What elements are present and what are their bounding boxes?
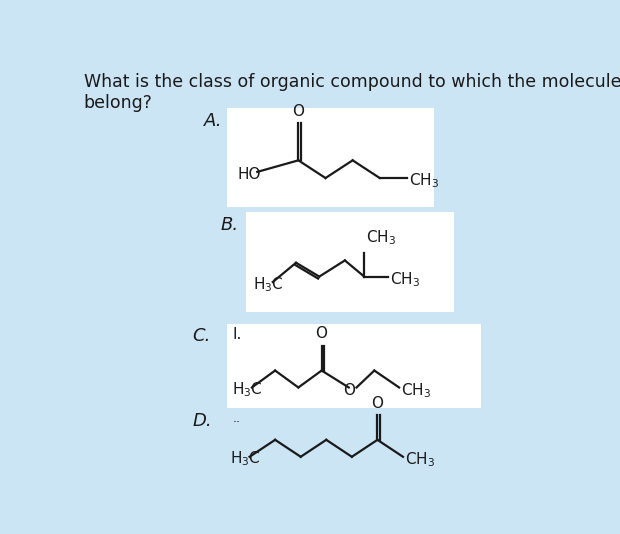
Text: H$_3$C: H$_3$C bbox=[253, 276, 283, 294]
Text: C.: C. bbox=[192, 327, 211, 345]
Text: CH$_3$: CH$_3$ bbox=[405, 451, 435, 469]
FancyBboxPatch shape bbox=[227, 108, 434, 207]
Text: CH$_3$: CH$_3$ bbox=[390, 270, 420, 289]
Text: I.: I. bbox=[232, 327, 242, 342]
Text: HO: HO bbox=[238, 167, 262, 182]
Text: H$_3$C: H$_3$C bbox=[230, 450, 261, 468]
Text: What is the class of organic compound to which the molecule
belong?: What is the class of organic compound to… bbox=[84, 73, 620, 112]
Text: ..: .. bbox=[232, 412, 241, 425]
FancyBboxPatch shape bbox=[247, 212, 454, 312]
Text: O: O bbox=[293, 104, 304, 119]
Text: O: O bbox=[371, 396, 383, 411]
Text: O: O bbox=[316, 326, 327, 341]
Text: CH$_3$: CH$_3$ bbox=[402, 381, 432, 400]
Text: D.: D. bbox=[192, 412, 212, 430]
Text: B.: B. bbox=[220, 216, 238, 234]
Text: H$_3$C: H$_3$C bbox=[232, 380, 263, 399]
Text: A.: A. bbox=[204, 112, 223, 130]
FancyBboxPatch shape bbox=[227, 324, 480, 409]
Text: O: O bbox=[343, 383, 355, 398]
Text: CH$_3$: CH$_3$ bbox=[366, 229, 396, 247]
Text: CH$_3$: CH$_3$ bbox=[409, 172, 440, 191]
